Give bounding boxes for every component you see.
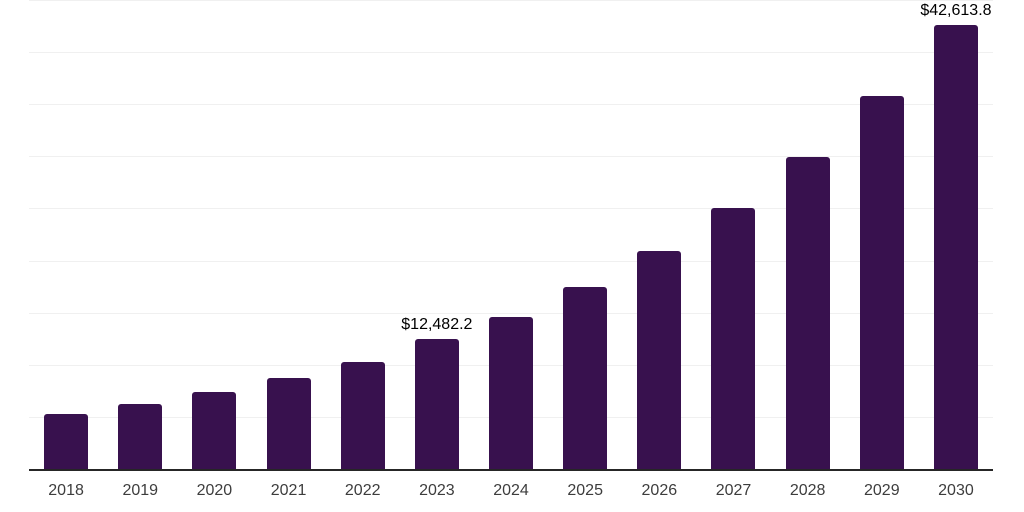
bar-slot-2028 xyxy=(771,0,845,469)
bar-2028 xyxy=(785,157,830,469)
bar-slot-2029 xyxy=(845,0,919,469)
x-axis-tick-labels: 2018 2019 2020 2021 2022 2023 2024 2025 2026 2027… xyxy=(29,482,993,500)
gridline-20000 xyxy=(29,260,993,262)
bar-2025 xyxy=(563,286,608,469)
bar-2030 xyxy=(933,24,978,469)
x-tick-2025: 2025 xyxy=(567,482,603,499)
bar-slot-2027 xyxy=(696,0,770,469)
bar-2024 xyxy=(489,316,534,469)
bar-2022 xyxy=(340,361,385,469)
bar-2021 xyxy=(266,378,311,469)
x-tick-2024: 2024 xyxy=(493,482,529,499)
x-tick-2027: 2027 xyxy=(715,482,752,499)
plot-area: $12,482.2 $42,613.8 xyxy=(29,0,993,469)
bar-slot-2019 xyxy=(103,0,177,469)
bar-2026 xyxy=(637,251,682,469)
bars-layer: $12,482.2 $42,613.8 xyxy=(29,0,993,469)
bar-slot-2026 xyxy=(622,0,696,469)
gridline-15000 xyxy=(29,312,993,314)
data-label-2023: $12,482.2 xyxy=(401,315,473,333)
x-tick-2023: 2023 xyxy=(419,482,455,499)
x-tick-2026: 2026 xyxy=(641,482,678,499)
x-tick-2020: 2020 xyxy=(196,482,233,499)
bar-slot-2024 xyxy=(474,0,548,469)
bar-slot-2020 xyxy=(177,0,251,469)
x-tick-2019: 2019 xyxy=(122,482,159,499)
bar-slot-2021 xyxy=(251,0,325,469)
gridline-40000 xyxy=(29,52,993,54)
data-label-2030: $42,613.8 xyxy=(920,1,992,19)
x-tick-2021: 2021 xyxy=(270,482,307,499)
gridline-35000 xyxy=(29,104,993,106)
bar-2018 xyxy=(44,413,89,469)
bar-slot-2030: $42,613.8 xyxy=(919,0,993,469)
x-tick-2022: 2022 xyxy=(344,482,381,499)
x-tick-2029: 2029 xyxy=(864,482,900,499)
bar-slot-2025 xyxy=(548,0,622,469)
bar-2023 xyxy=(414,338,459,469)
x-tick-2030: 2030 xyxy=(938,482,974,499)
gridline-45000 xyxy=(29,0,993,1)
bar-slot-2022 xyxy=(326,0,400,469)
x-tick-2028: 2028 xyxy=(789,482,826,499)
x-axis-line xyxy=(29,469,993,471)
bar-slot-2023: $12,482.2 xyxy=(400,0,474,469)
bar-2019 xyxy=(118,403,163,469)
gridline-25000 xyxy=(29,208,993,210)
bar-2020 xyxy=(192,391,237,469)
bar-2027 xyxy=(711,208,756,469)
gridline-30000 xyxy=(29,156,993,158)
x-tick-2018: 2018 xyxy=(48,482,84,499)
bar-slot-2018 xyxy=(29,0,103,469)
bar-2029 xyxy=(859,96,904,469)
